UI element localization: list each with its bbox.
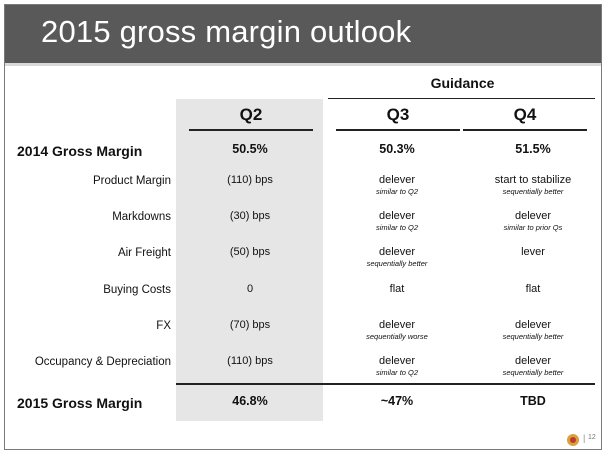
- row-label: Buying Costs: [103, 284, 171, 296]
- cell-value: delever: [378, 246, 416, 258]
- table-cell: 46.8%: [185, 395, 315, 408]
- cell-value: flat: [389, 283, 405, 295]
- cell-value: ~47%: [380, 394, 414, 408]
- table-cell: ~47%: [332, 395, 462, 408]
- cell-value: flat: [525, 283, 541, 295]
- table-cell: (70) bps: [185, 319, 315, 332]
- table-cell: start to stabilize sequentially better: [468, 174, 598, 197]
- table-cell: lever: [468, 246, 598, 259]
- cell-note: similar to Q2: [375, 223, 419, 232]
- table-cell: delever sequentially better: [332, 246, 462, 269]
- slide: 2015 gross margin outlook Guidance Q2 Q3 Q…: [4, 4, 602, 450]
- table-cell: delever sequentially better: [468, 319, 598, 342]
- table-cell: TBD: [468, 395, 598, 408]
- column-header-q4: Q4: [513, 105, 537, 124]
- cell-note: sequentially worse: [366, 332, 428, 341]
- cell-value: TBD: [520, 394, 546, 408]
- cell-note: sequentially better: [502, 332, 564, 341]
- cell-value: (110) bps: [227, 174, 273, 186]
- guidance-label: Guidance: [430, 75, 495, 91]
- cell-note: sequentially better: [366, 259, 428, 268]
- cell-value: (50) bps: [229, 246, 271, 258]
- row-label: Occupancy & Depreciation: [34, 356, 171, 368]
- cell-value: 50.3%: [379, 142, 415, 156]
- cell-value: 51.5%: [515, 142, 551, 156]
- row-label: Air Freight: [117, 247, 171, 259]
- total-rule: [176, 383, 595, 385]
- table-cell: 51.5%: [468, 143, 598, 156]
- column-header-underline: [189, 129, 313, 131]
- page-number: 12: [588, 434, 596, 441]
- table-cell: delever sequentially better: [468, 355, 598, 378]
- table-cell: delever sequentially worse: [332, 319, 462, 342]
- table-cell: 0: [185, 283, 315, 296]
- title-bar: 2015 gross margin outlook: [5, 5, 601, 66]
- cell-value: delever: [378, 355, 416, 367]
- cell-value: delever: [378, 174, 416, 186]
- cell-note: similar to Q2: [375, 368, 419, 377]
- footer-separator: |: [583, 433, 586, 443]
- lululemon-logo-icon: [567, 434, 579, 446]
- column-header-underline: [463, 129, 587, 131]
- cell-value: (70) bps: [229, 319, 271, 331]
- cell-value: delever: [378, 210, 416, 222]
- table-cell: (110) bps: [185, 355, 315, 368]
- table-cell: delever similar to Q2: [332, 174, 462, 197]
- table-cell: delever similar to prior Qs: [468, 210, 598, 233]
- cell-note: similar to prior Qs: [503, 223, 563, 232]
- cell-value: start to stabilize: [494, 174, 572, 186]
- column-header-underline: [336, 129, 460, 131]
- cell-value: 50.5%: [232, 142, 268, 156]
- cell-value: lever: [521, 246, 545, 258]
- cell-note: sequentially better: [502, 187, 564, 196]
- cell-note: sequentially better: [502, 368, 564, 377]
- cell-value: delever: [514, 210, 552, 222]
- guidance-underline: [328, 98, 595, 99]
- row-label: Product Margin: [93, 175, 171, 187]
- table-cell: delever similar to Q2: [332, 210, 462, 233]
- table-cell: 50.3%: [332, 143, 462, 156]
- table-cell: 50.5%: [185, 143, 315, 156]
- row-label: Markdowns: [112, 211, 171, 223]
- column-header-q3: Q3: [386, 105, 410, 124]
- cell-value: delever: [514, 319, 552, 331]
- q2-column-shading: [176, 99, 323, 421]
- cell-note: similar to Q2: [375, 187, 419, 196]
- table-cell: flat: [468, 283, 598, 296]
- row-label: FX: [156, 320, 171, 332]
- row-label: 2015 Gross Margin: [17, 395, 143, 411]
- cell-value: (110) bps: [227, 355, 273, 367]
- cell-value: 46.8%: [232, 394, 268, 408]
- cell-value: delever: [514, 355, 552, 367]
- cell-value: delever: [378, 319, 416, 331]
- column-header-q2: Q2: [239, 105, 263, 124]
- table-cell: (30) bps: [185, 210, 315, 223]
- table-cell: (110) bps: [185, 174, 315, 187]
- slide-title: 2015 gross margin outlook: [41, 14, 412, 49]
- table-cell: delever similar to Q2: [332, 355, 462, 378]
- cell-value: (30) bps: [229, 210, 271, 222]
- row-label: 2014 Gross Margin: [17, 143, 143, 159]
- table-cell: flat: [332, 283, 462, 296]
- cell-value: 0: [246, 283, 254, 295]
- table-cell: (50) bps: [185, 246, 315, 259]
